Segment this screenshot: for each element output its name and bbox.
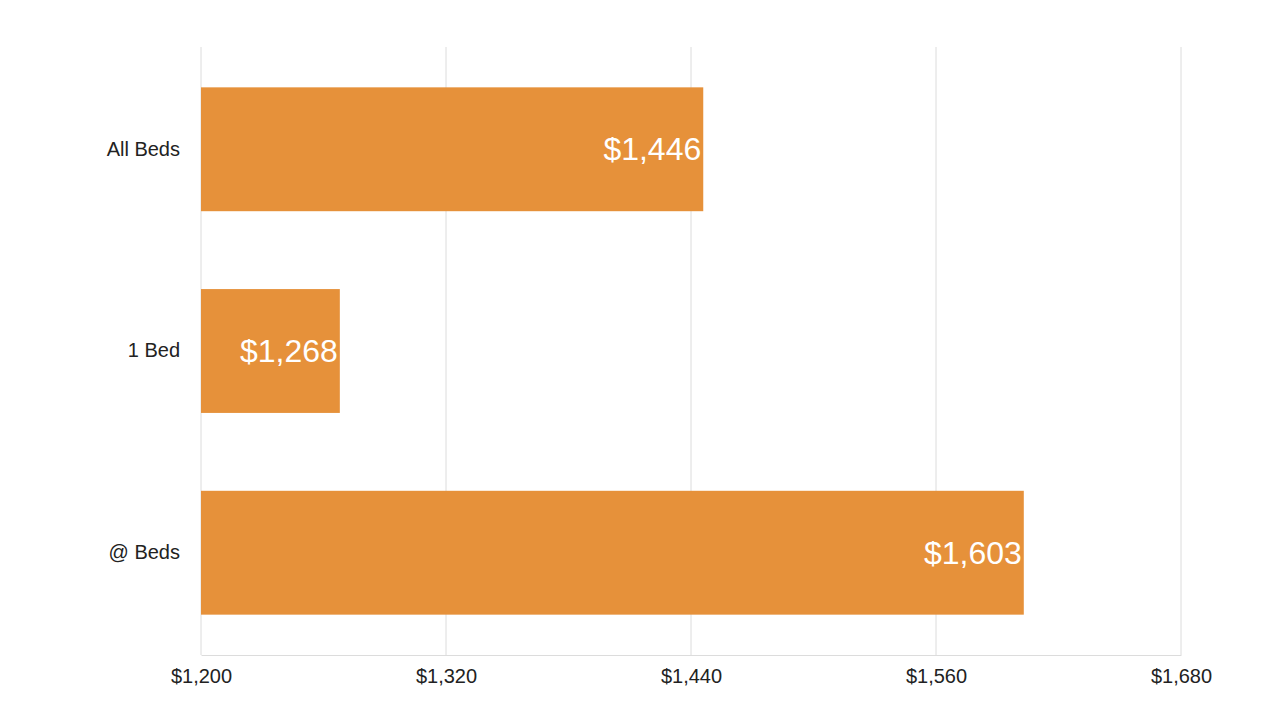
chart: $1,200 $1,320 $1,440 $1,560 $1,680 All Beds 1 … [0, 0, 1280, 720]
tick-label: $1,440 [661, 665, 722, 687]
tick-label: $1,200 [171, 665, 232, 687]
category-label: @ Beds [109, 541, 180, 563]
tick: @ Beds [109, 541, 180, 563]
tick: $1,560 [906, 655, 967, 687]
bar [201, 289, 340, 413]
y-axis: All Beds 1 Bed @ Beds [107, 138, 180, 563]
tick-label: $1,320 [416, 665, 477, 687]
grid [201, 47, 1181, 655]
tick: $1,680 [1151, 655, 1212, 687]
tick: All Beds [107, 138, 180, 160]
bars [201, 87, 1024, 614]
grid-line [1181, 47, 1182, 655]
category-label: All Beds [107, 138, 180, 160]
tick: $1,440 [661, 655, 722, 687]
data-label: $1,268 [240, 333, 338, 369]
tick-label: $1,680 [1151, 665, 1212, 687]
tick: $1,320 [416, 655, 477, 687]
tick-label: $1,560 [906, 665, 967, 687]
tick: $1,200 [171, 655, 232, 687]
bar [201, 491, 1024, 615]
data-label: $1,603 [924, 535, 1022, 571]
plot: $1,200 $1,320 $1,440 $1,560 $1,680 All Beds 1 … [107, 47, 1212, 687]
tick: 1 Bed [128, 339, 180, 361]
bar [201, 87, 703, 211]
x-axis: $1,200 $1,320 $1,440 $1,560 $1,680 [171, 655, 1212, 687]
axis-line [202, 655, 1182, 656]
data-label: $1,446 [603, 131, 701, 167]
category-label: 1 Bed [128, 339, 180, 361]
data-labels: $1,446 $1,268 $1,603 [240, 131, 1022, 570]
